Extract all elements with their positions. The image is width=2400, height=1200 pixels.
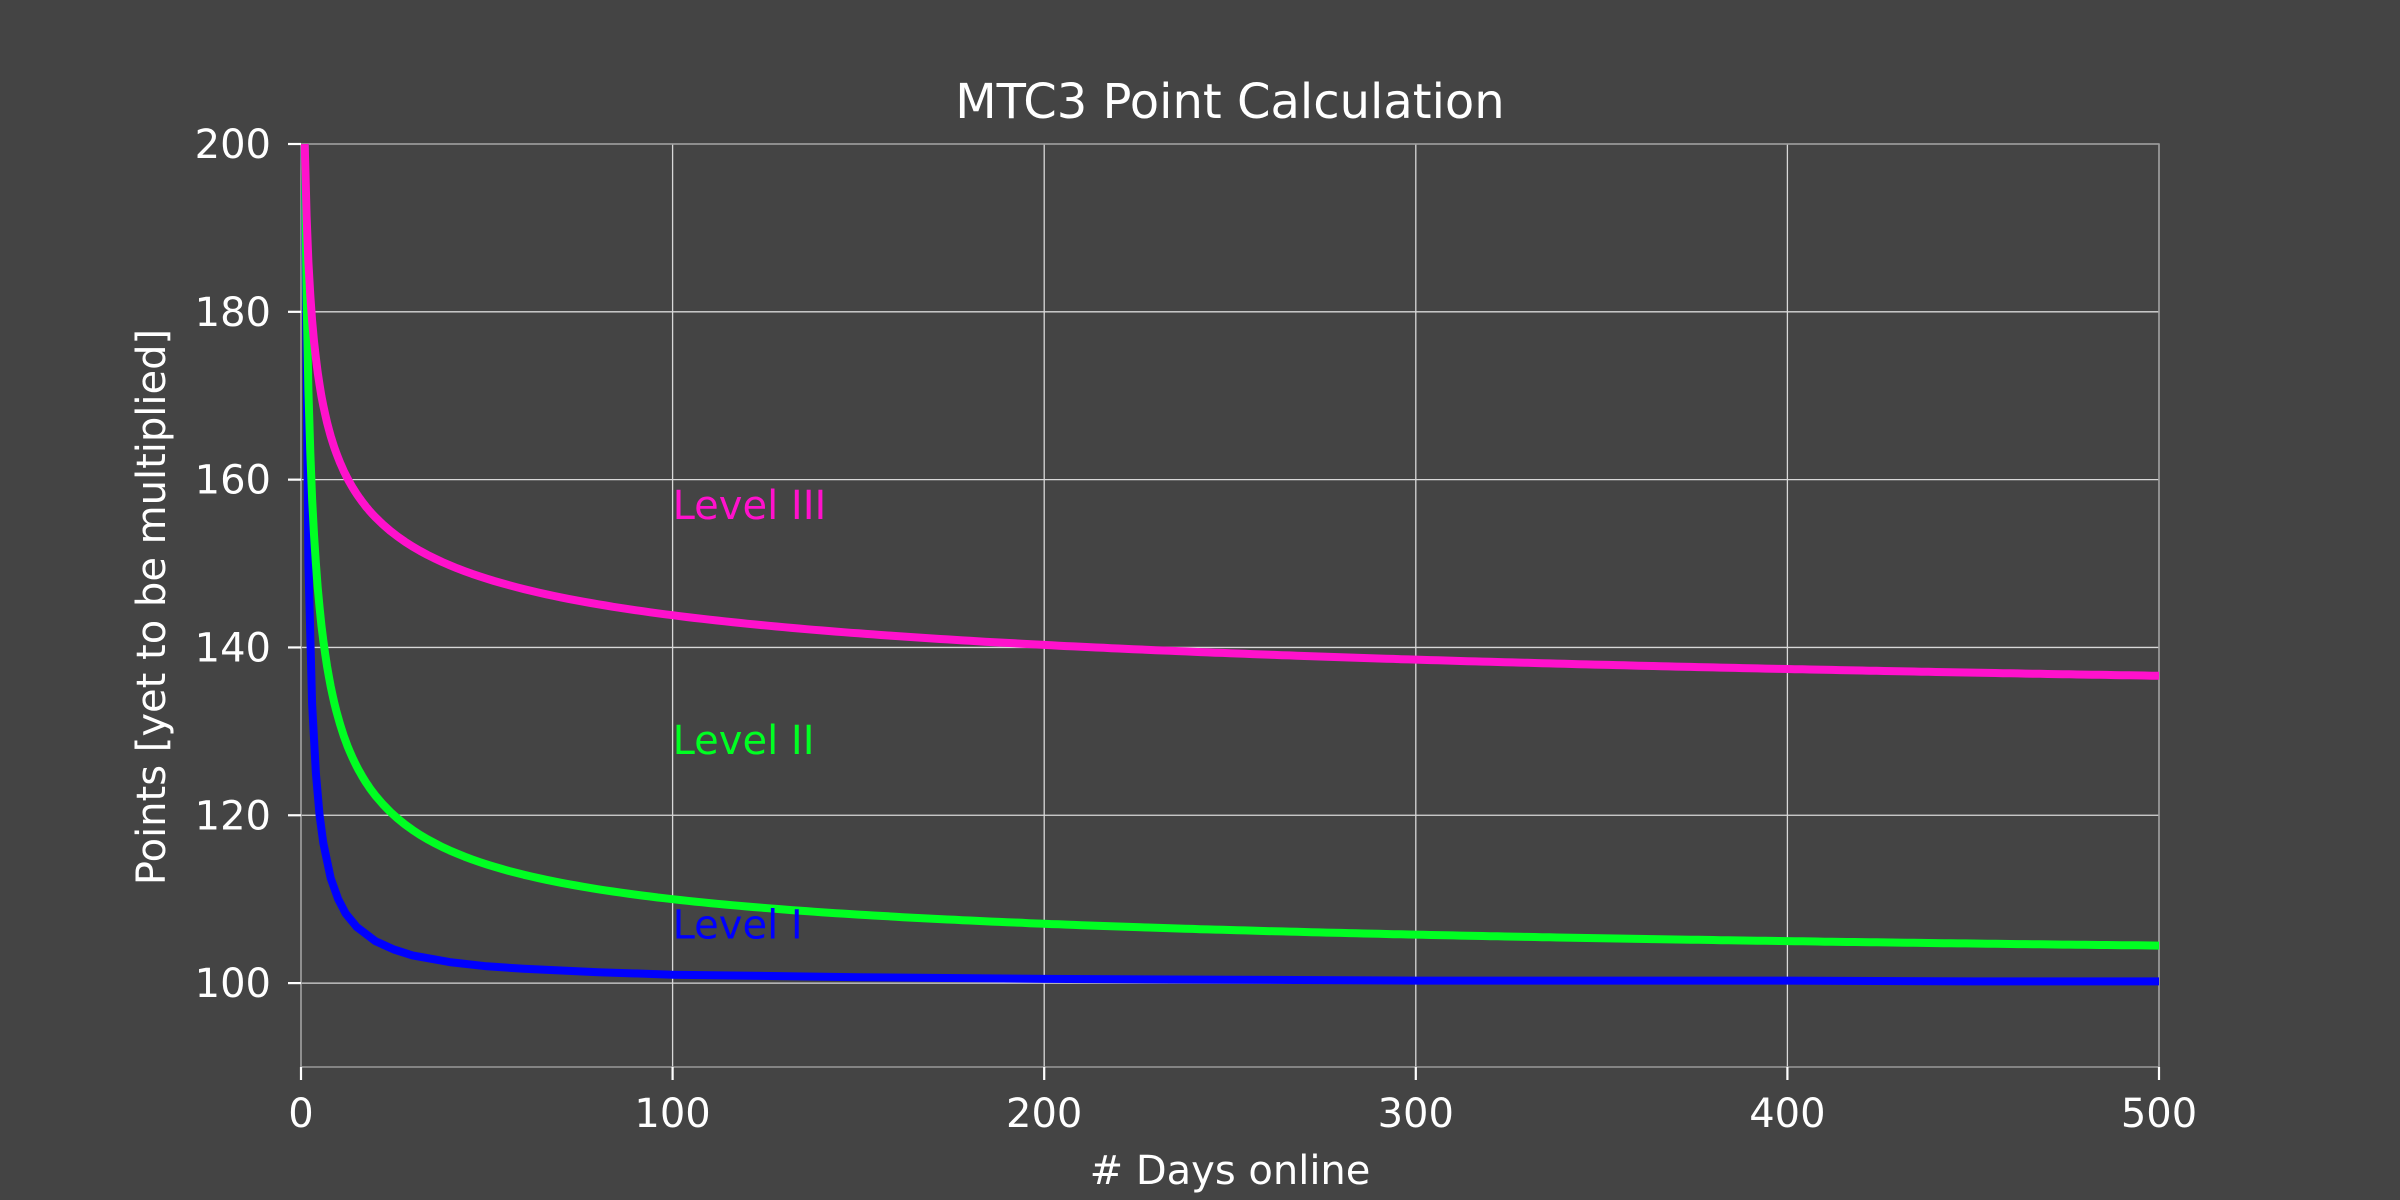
series-label-level-iii: Level III	[673, 483, 827, 529]
x-tick-label: 200	[1006, 1091, 1082, 1137]
x-tick-label: 0	[288, 1091, 313, 1137]
y-tick-label: 180	[195, 290, 271, 336]
plot-area	[300, 143, 2160, 1068]
axis-ticks: 0 100 200 300 400 500 100 120 140 160 180 200	[195, 122, 2198, 1137]
series-labels: Level I Level II Level III	[673, 483, 827, 949]
series-label-level-ii: Level II	[673, 718, 815, 764]
x-tick-label: 400	[1749, 1091, 1825, 1137]
y-tick-label: 200	[195, 122, 271, 168]
x-axis-label: # Days online	[1090, 1148, 1371, 1194]
series-line-level-i	[300, 143, 2159, 986]
y-tick-label: 120	[195, 793, 271, 839]
x-tick-label: 500	[2121, 1091, 2197, 1137]
y-tick-label: 160	[195, 458, 271, 504]
x-tick-label: 300	[1378, 1091, 1454, 1137]
x-tick-label: 100	[634, 1091, 710, 1137]
series-line-level-ii	[300, 143, 2160, 950]
series-label-level-i: Level I	[673, 902, 803, 948]
y-tick-label: 140	[195, 625, 271, 671]
series-line-level-iii	[300, 143, 2160, 680]
series-lines	[300, 143, 2160, 986]
chart-title: MTC3 Point Calculation	[955, 74, 1504, 130]
y-tick-label: 100	[195, 961, 271, 1007]
y-axis-label: Points [yet to be multiplied]	[129, 329, 175, 885]
